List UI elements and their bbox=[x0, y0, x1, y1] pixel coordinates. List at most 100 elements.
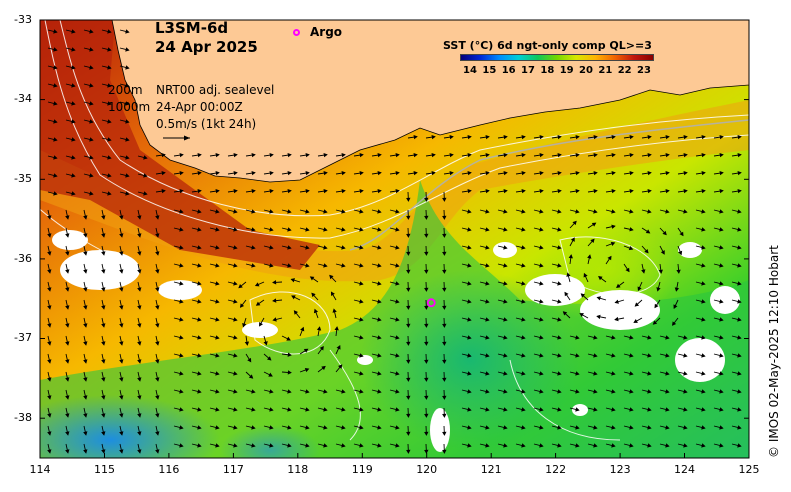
current-vector-head bbox=[53, 29, 58, 34]
current-vector-head bbox=[665, 389, 670, 394]
current-vector-head bbox=[485, 335, 490, 340]
current-vector-head bbox=[442, 341, 447, 346]
current-vector-head bbox=[287, 188, 292, 194]
current-vector-head bbox=[424, 323, 429, 328]
current-vector-head bbox=[611, 152, 616, 158]
current-vector-head bbox=[539, 425, 544, 430]
current-vector-head bbox=[557, 353, 562, 358]
current-vector-head bbox=[647, 389, 652, 394]
current-vector-head bbox=[215, 443, 220, 448]
current-vector-head bbox=[485, 353, 490, 358]
current-vector-head bbox=[71, 191, 76, 196]
current-vector-head bbox=[155, 449, 160, 454]
current-vector-head bbox=[89, 119, 94, 124]
current-vector-head bbox=[467, 263, 472, 268]
current-vector-head bbox=[539, 134, 544, 140]
current-vector-head bbox=[683, 170, 688, 176]
current-vector-head bbox=[377, 263, 382, 268]
current-vector-head bbox=[197, 425, 202, 430]
current-vector-head bbox=[467, 389, 472, 394]
current-vector-head bbox=[521, 245, 526, 250]
current-vector-head bbox=[557, 188, 562, 194]
current-vector-head bbox=[269, 170, 274, 176]
current-vector-head bbox=[107, 65, 112, 70]
current-vector-head bbox=[442, 251, 447, 256]
current-vector-head bbox=[647, 188, 652, 194]
current-vector-head bbox=[564, 291, 569, 297]
current-vector-head bbox=[395, 371, 400, 376]
current-vector-head bbox=[503, 227, 508, 232]
current-vector-head bbox=[557, 299, 562, 304]
current-vector-head bbox=[593, 134, 598, 140]
current-vector-head bbox=[413, 170, 418, 176]
current-vector-head bbox=[521, 353, 526, 358]
current-vector-head bbox=[683, 134, 688, 140]
current-vector-head bbox=[83, 377, 88, 382]
current-vector-head bbox=[377, 371, 382, 376]
current-vector-head bbox=[125, 191, 130, 196]
current-vector-head bbox=[424, 341, 429, 346]
current-vector-head bbox=[683, 425, 688, 430]
current-vector-head bbox=[683, 407, 688, 412]
current-vector-head bbox=[557, 263, 562, 268]
current-vector-head bbox=[179, 227, 184, 232]
current-vector-head bbox=[71, 47, 76, 52]
current-vector-head bbox=[442, 233, 447, 238]
current-vector-head bbox=[665, 188, 670, 194]
current-vector-head bbox=[101, 287, 106, 292]
current-vector-head bbox=[65, 269, 70, 274]
current-vector-head bbox=[557, 227, 562, 232]
current-vector-head bbox=[71, 173, 76, 178]
current-vector-head bbox=[701, 263, 706, 268]
current-vector-head bbox=[719, 353, 724, 358]
current-vector-head bbox=[665, 407, 670, 412]
current-vector-head bbox=[53, 83, 58, 88]
current-vector-head bbox=[47, 359, 52, 364]
current-vector-head bbox=[65, 233, 70, 238]
current-vector-head bbox=[359, 425, 364, 430]
current-vector-head bbox=[101, 233, 106, 238]
current-vector-head bbox=[647, 371, 652, 376]
current-vector-head bbox=[557, 389, 562, 394]
current-vector-head bbox=[701, 389, 706, 394]
current-vector-head bbox=[406, 287, 411, 292]
current-vector-head bbox=[424, 287, 429, 292]
current-vector-head bbox=[287, 263, 292, 268]
current-vector-head bbox=[119, 377, 124, 382]
current-vector-head bbox=[119, 251, 124, 256]
x-tick-label: 122 bbox=[545, 463, 567, 476]
current-vector-head bbox=[678, 250, 683, 256]
current-vector-head bbox=[359, 371, 364, 376]
current-vector-head bbox=[395, 299, 400, 304]
current-vector-head bbox=[467, 335, 472, 340]
current-vector-head bbox=[701, 152, 706, 158]
colorbar-title: SST (°C) 6d ngt-only comp QL>=3 bbox=[443, 39, 652, 52]
current-vector-head bbox=[47, 377, 52, 382]
current-vector-head bbox=[161, 152, 166, 158]
current-vector-head bbox=[665, 170, 670, 176]
current-vector-head bbox=[197, 335, 202, 340]
current-vector-head bbox=[155, 215, 160, 220]
current-vector-head bbox=[614, 299, 619, 304]
current-vector-head bbox=[503, 209, 508, 214]
current-vector-head bbox=[485, 170, 490, 176]
current-vector-head bbox=[719, 209, 724, 214]
argo-float-marker[interactable] bbox=[426, 298, 436, 308]
current-vector-head bbox=[424, 359, 429, 364]
current-vector-head bbox=[71, 29, 76, 34]
current-vector-head bbox=[179, 371, 184, 376]
current-vector-head bbox=[557, 335, 562, 340]
current-vector-head bbox=[53, 191, 58, 196]
current-vector-head bbox=[101, 341, 106, 346]
current-vector-head bbox=[269, 425, 274, 430]
current-vector-head bbox=[683, 188, 688, 194]
current-vector-head bbox=[596, 314, 601, 320]
current-vector-head bbox=[330, 291, 335, 297]
current-vector-head bbox=[719, 134, 724, 140]
current-vector-head bbox=[647, 152, 652, 158]
current-vector-head bbox=[377, 317, 382, 322]
current-vector-head bbox=[521, 335, 526, 340]
current-vector-head bbox=[539, 353, 544, 358]
current-vector-head bbox=[539, 227, 544, 232]
current-vector-head bbox=[406, 377, 411, 382]
